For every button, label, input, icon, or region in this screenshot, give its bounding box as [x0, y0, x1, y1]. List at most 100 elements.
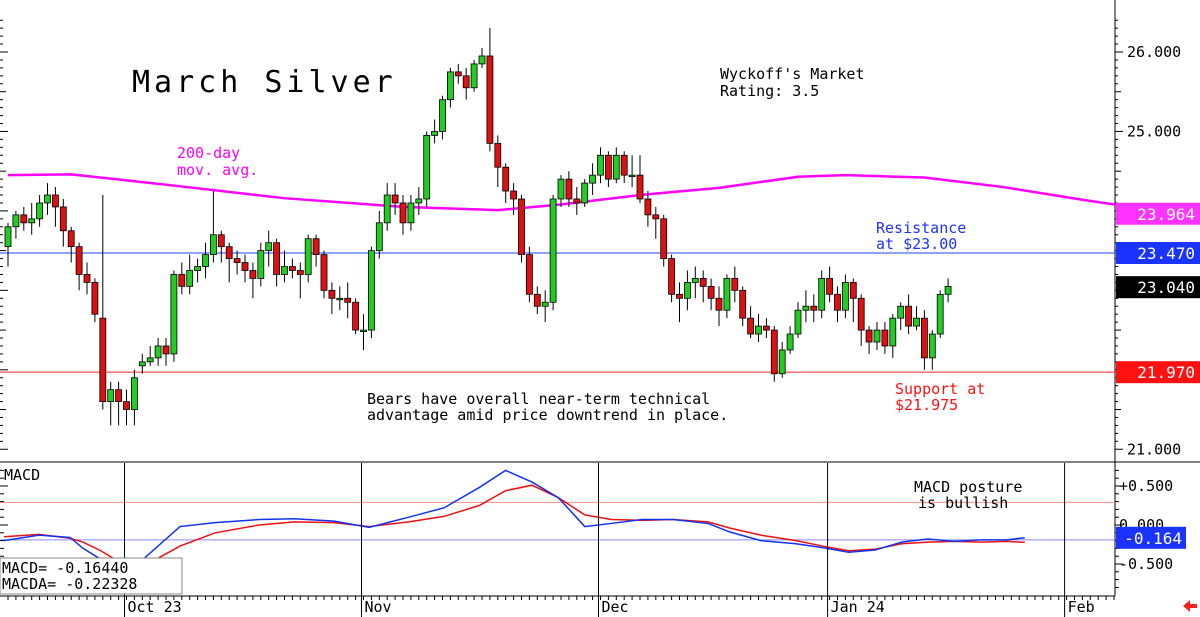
candle-down: [75, 246, 83, 275]
candle-down: [99, 317, 107, 402]
x-tick-label: Jan 24: [831, 598, 885, 616]
comment-line1: Bears have overall near-term technical: [367, 390, 710, 408]
candle-down: [328, 289, 336, 299]
candle-up: [12, 214, 20, 228]
candle-down: [399, 202, 407, 224]
candle-down: [739, 289, 747, 319]
y-tick-label: 25.000: [1127, 122, 1181, 140]
candle-down: [676, 293, 683, 299]
candle-up: [446, 71, 454, 101]
candle-up: [589, 174, 596, 184]
price-tag-label: 23.964: [1137, 205, 1195, 224]
candle-up: [431, 131, 439, 136]
candle-up: [375, 222, 383, 252]
candle-down: [67, 230, 75, 248]
candle-down: [565, 178, 573, 200]
candle-up: [597, 154, 604, 176]
candle-up: [541, 301, 549, 307]
candle-up: [36, 202, 43, 220]
x-tick-label: Oct 23: [128, 598, 182, 616]
candle-up: [755, 325, 762, 335]
macd-readout-line2: MACDA= -0.22328: [2, 575, 137, 593]
candle-up: [873, 329, 881, 343]
candle-down: [312, 238, 320, 255]
x-tick-label: Nov: [365, 598, 392, 616]
price-tag-label: 23.470: [1137, 244, 1195, 263]
candle-up: [146, 357, 154, 363]
candle-down: [288, 266, 296, 271]
candle-down: [225, 246, 233, 259]
candle-up: [612, 154, 620, 180]
ma-annotation-line1: 200-day: [177, 144, 240, 162]
price-tag-label: 23.040: [1137, 278, 1195, 297]
candle-down: [605, 154, 612, 180]
chart-title: March Silver: [132, 65, 397, 100]
macd-price-tag: [1116, 526, 1186, 549]
candle-down: [826, 278, 833, 295]
candle-down: [233, 258, 241, 263]
candle-down: [486, 55, 494, 144]
candle-up: [889, 317, 897, 347]
scroll-left-arrow-icon[interactable]: [1183, 600, 1197, 612]
candle-down: [715, 297, 723, 311]
candle-down: [518, 198, 525, 255]
candle-down: [857, 297, 865, 331]
price-tag: [1116, 242, 1200, 265]
candle-down: [217, 234, 225, 248]
candle-down: [462, 75, 470, 89]
candle-down: [770, 329, 778, 375]
price-tag-label: 21.970: [1137, 363, 1195, 382]
candle-down: [344, 297, 352, 303]
candle-down: [834, 293, 841, 311]
candle-down: [699, 278, 707, 287]
ma-annotation-line2: mov. avg.: [177, 161, 258, 179]
candle-down: [731, 278, 739, 291]
candle-up: [209, 234, 217, 255]
rating-annotation-line1: Wyckoff's Market: [720, 65, 865, 83]
candle-up: [802, 305, 810, 311]
candle-down: [494, 142, 502, 168]
candle-down: [526, 254, 533, 295]
macd-price-tag-label: -0.164: [1124, 529, 1182, 548]
candle-up: [28, 218, 36, 224]
candle-up: [107, 389, 115, 402]
comment-line2: advantage amid price downtrend in place.: [367, 406, 728, 424]
candle-down: [763, 325, 770, 331]
candle-down: [20, 214, 28, 224]
candle-up: [557, 178, 565, 200]
candle-up: [4, 226, 12, 248]
candle-down: [905, 305, 912, 327]
candle-up: [415, 198, 423, 204]
candle-up: [944, 285, 952, 295]
candle-down: [83, 274, 91, 283]
macda-line: [3, 484, 1025, 567]
support-annotation-line2: $21.975: [895, 396, 958, 414]
candle-down: [52, 194, 59, 208]
candle-down: [178, 274, 186, 287]
candle-up: [130, 377, 138, 410]
candle-down: [810, 305, 818, 311]
candle-down: [881, 329, 889, 347]
candle-up: [257, 250, 265, 279]
candle-up: [684, 282, 691, 299]
candle-down: [707, 285, 715, 299]
candle-up: [265, 242, 273, 252]
candle-up: [360, 329, 367, 332]
candle-down: [296, 270, 304, 275]
candle-up: [581, 182, 589, 204]
rating-annotation-line2: Rating: 3.5: [720, 82, 819, 100]
candle-down: [91, 282, 99, 315]
price-tag: [1116, 361, 1200, 384]
candle-up: [336, 297, 344, 301]
candle-up: [913, 317, 920, 327]
candle-down: [921, 317, 928, 359]
macd-line: [3, 469, 1025, 573]
price-tag: [1116, 202, 1200, 225]
macd-y-tick-label: -0.500: [1119, 555, 1173, 573]
macd-annotation-line1: MACD posture: [914, 478, 1022, 496]
x-tick-label: Feb: [1068, 598, 1095, 616]
candle-down: [636, 174, 644, 200]
candle-down: [241, 262, 249, 271]
candle-down: [849, 282, 857, 299]
candle-up: [439, 99, 446, 132]
